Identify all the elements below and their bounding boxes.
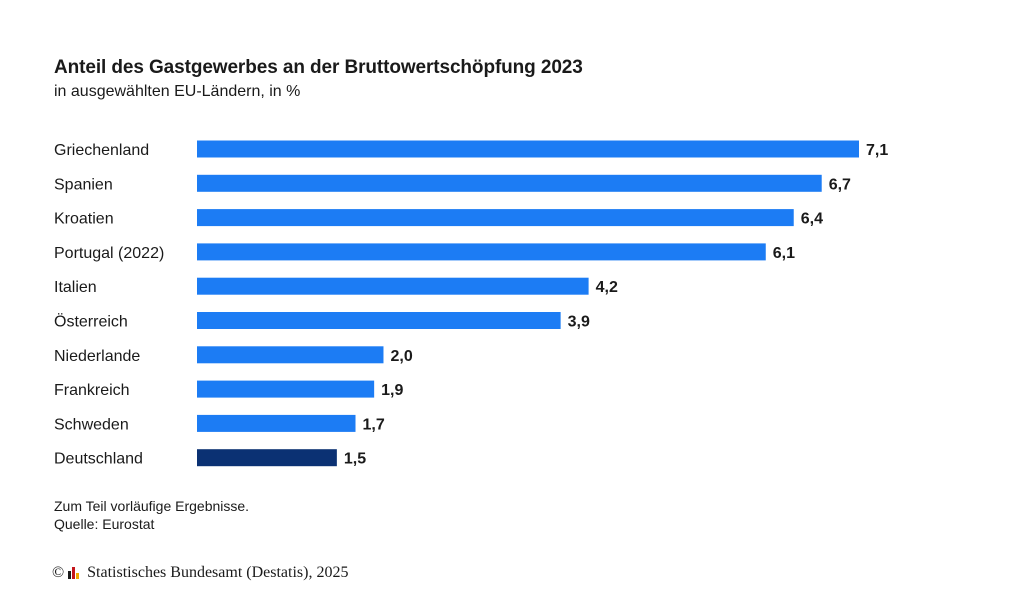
category-label: Griechenland — [54, 142, 149, 159]
value-label: 1,9 — [381, 382, 403, 399]
value-label: 6,4 — [801, 211, 823, 228]
note-preliminary: Zum Teil vorläufige Ergebnisse. — [54, 498, 250, 514]
value-label: 6,7 — [829, 176, 851, 193]
category-label: Kroatien — [54, 211, 114, 228]
category-label: Portugal (2022) — [54, 245, 164, 262]
bar — [197, 312, 561, 329]
bar — [197, 174, 822, 192]
copyright-text: Statistisches Bundesamt (Destatis), 2025 — [87, 564, 349, 581]
value-label: 3,9 — [568, 314, 590, 331]
value-label: 1,7 — [363, 416, 385, 433]
category-label: Niederlande — [54, 348, 140, 365]
category-label: Spanien — [54, 176, 113, 193]
bar — [197, 414, 356, 432]
value-label: 6,1 — [773, 245, 795, 262]
bar — [197, 346, 384, 364]
value-label: 4,2 — [596, 279, 618, 296]
bar — [197, 277, 589, 295]
copyright-footer: © Statistisches Bundesamt (Destatis), 20… — [52, 564, 348, 582]
bar — [197, 380, 375, 398]
category-label: Österreich — [54, 313, 128, 331]
value-label: 1,5 — [344, 451, 366, 468]
value-label: 2,0 — [390, 348, 412, 365]
bar — [197, 209, 794, 227]
bar — [197, 243, 766, 261]
chart-title: Anteil des Gastgewerbes an der Bruttower… — [54, 57, 583, 78]
note-source: Quelle: Eurostat — [54, 516, 155, 532]
category-label: Italien — [54, 279, 97, 296]
bar — [197, 140, 859, 158]
category-label: Schweden — [54, 416, 129, 433]
chart-subtitle: in ausgewählten EU-Ländern, in % — [54, 83, 301, 100]
category-label: Deutschland — [54, 451, 143, 468]
chart-notes: Zum Teil vorläufige Ergebnisse. Quelle: … — [54, 497, 249, 533]
destatis-logo-icon — [68, 567, 82, 579]
bar — [197, 449, 337, 467]
copyright-symbol: © — [52, 564, 65, 581]
category-label: Frankreich — [54, 382, 130, 399]
value-label: 7,1 — [866, 142, 888, 159]
